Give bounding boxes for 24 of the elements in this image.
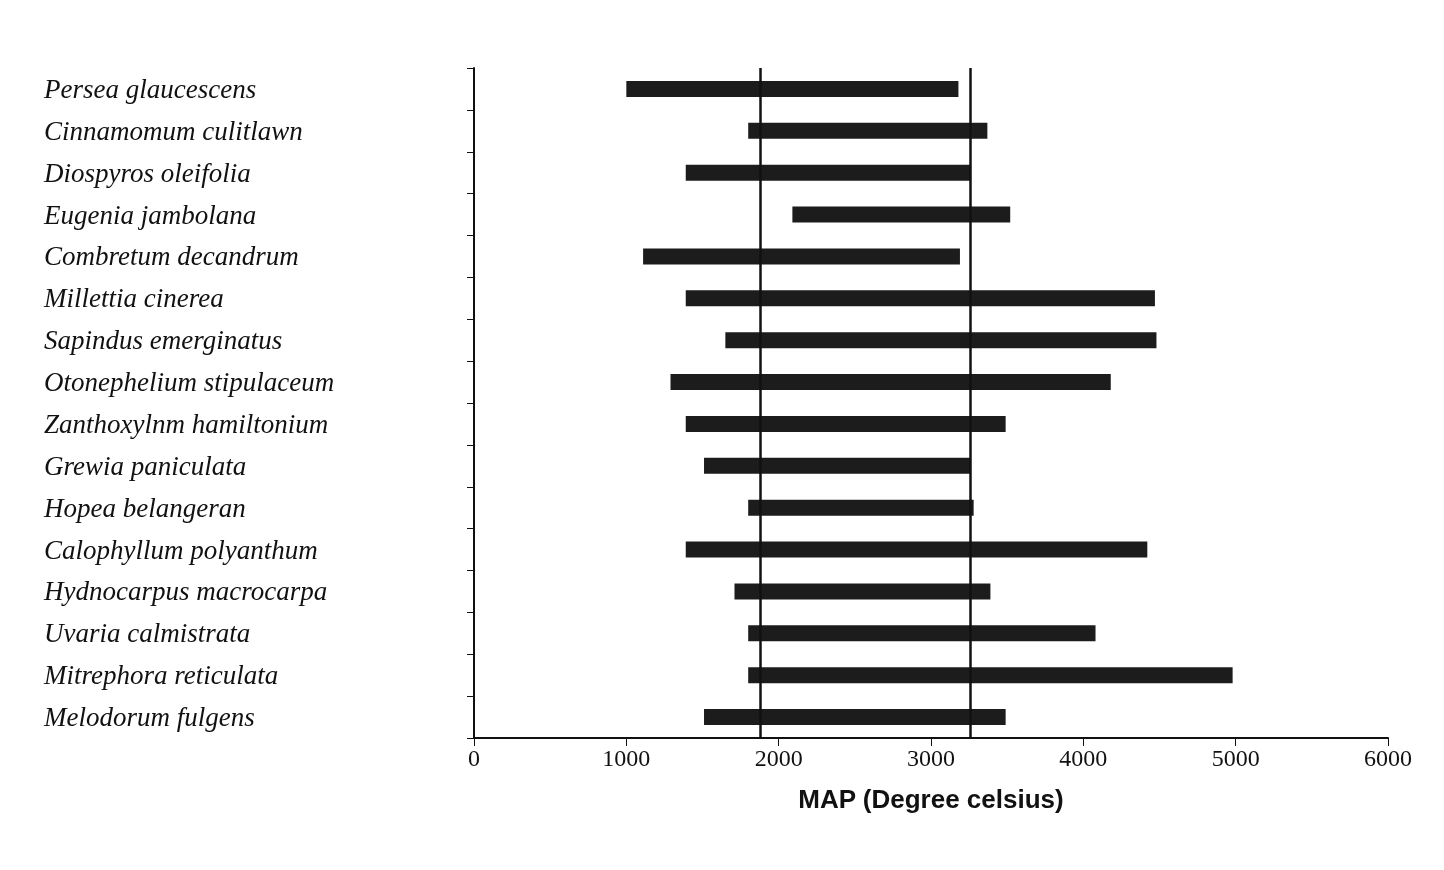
y-tick-label: Melodorum fulgens — [43, 702, 255, 733]
y-tick-label: Sapindus emerginatus — [44, 325, 283, 356]
y-tick-label: Otonephelium stipulaceum — [44, 367, 335, 398]
y-tick-label: Calophyllum polyanthum — [44, 534, 318, 565]
y-tick-label: Combretum decandrum — [44, 241, 299, 272]
x-tick-label: 3000 — [907, 745, 955, 771]
x-tick-label: 6000 — [1364, 745, 1412, 771]
y-tick-label: Zanthoxylnm hamiltonium — [44, 408, 329, 439]
y-tick-label: Hydnocarpus macrocarpa — [43, 576, 328, 607]
x-tick-label: 5000 — [1211, 745, 1260, 771]
y-tick-label: Cinnamomum culitlawn — [44, 115, 303, 146]
x-tick-label: 4000 — [1059, 745, 1108, 771]
x-tick-label: 2000 — [754, 745, 803, 771]
x-axis-title: MAP (Degree celsius) — [798, 784, 1064, 814]
y-tick-label: Hopea belangeran — [43, 492, 246, 523]
x-tick-label: 1000 — [602, 745, 651, 771]
y-tick-label: Diospyros oleifolia — [43, 157, 251, 188]
y-tick-label: Mitrephora reticulata — [43, 660, 279, 691]
y-tick-label: Millettia cinerea — [43, 283, 224, 314]
x-tick-label: 0 — [468, 745, 480, 771]
y-tick-label: Eugenia jambolana — [43, 199, 257, 230]
y-tick-label: Grewia paniculata — [44, 450, 247, 481]
y-tick-label: Persea glaucescens — [43, 73, 257, 104]
y-tick-label: Uvaria calmistrata — [44, 618, 251, 649]
